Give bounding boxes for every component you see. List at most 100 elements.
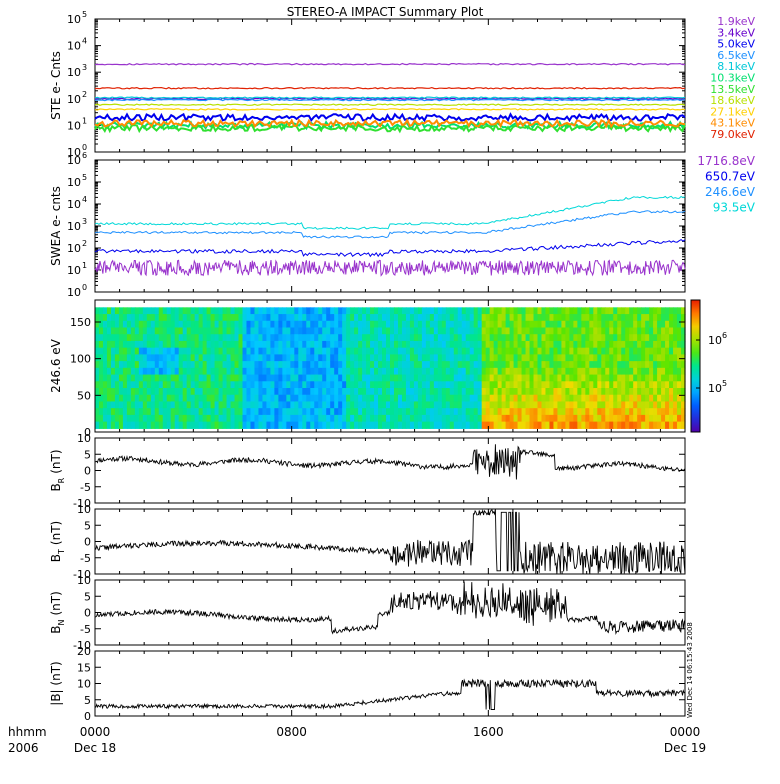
x-row-label-time: hhmm xyxy=(8,725,47,739)
ste-axis-tick-label: 10 xyxy=(67,93,81,106)
ste-series-line xyxy=(94,62,685,66)
ste-legend-entry: 18.6keV xyxy=(710,94,755,107)
br-axis-tick-label: 10 xyxy=(77,432,91,445)
swea-axis-tick-label: 10 xyxy=(67,242,81,255)
ste-axis-tick-label: 10 xyxy=(67,40,81,53)
swea-axis-tick-exponent: 5 xyxy=(82,173,87,182)
ste-axis-tick-exponent: 4 xyxy=(82,37,87,46)
swea-axis-tick-label: 10 xyxy=(67,286,81,299)
ste-axis-tick-exponent: 0 xyxy=(82,143,87,152)
x-tick-time: 0000 xyxy=(80,725,111,739)
ste-legend-entry: 8.1keV xyxy=(717,60,755,73)
pad-axis-tick-label: 100 xyxy=(70,353,91,366)
ste-legend-entry: 10.3keV xyxy=(710,72,755,85)
bt-axis-tick-label: 5 xyxy=(84,519,91,532)
pad-heatmap xyxy=(95,307,686,429)
bt-ylabel: BT (nT) xyxy=(49,521,66,562)
bn-axis-tick-label: 5 xyxy=(84,590,91,603)
ste-axis-tick-exponent: 3 xyxy=(82,63,87,72)
bn-axis-tick-label: -10 xyxy=(73,639,91,652)
ste-series-line xyxy=(95,86,686,90)
ste-ylabel: STE e- Cnts xyxy=(49,51,63,120)
ste-legend-entry: 6.5keV xyxy=(717,49,755,62)
x-tick-time: 0000 xyxy=(670,725,701,739)
bmag-ylabel-base: |B| (nT) xyxy=(49,661,63,705)
pad-axis-tick-label: 150 xyxy=(70,316,91,329)
x-row-label-year: 2006 xyxy=(8,741,39,755)
bn-ylabel-subscript: N xyxy=(57,620,66,626)
bn-axis-tick-label: -5 xyxy=(80,623,91,636)
ste-series-line xyxy=(94,112,686,123)
ste-legend-entry: 1.9keV xyxy=(717,15,755,28)
swea-axis-tick-exponent: 0 xyxy=(82,283,87,292)
ste-series-line xyxy=(94,98,685,102)
swea-axis-tick-label: 10 xyxy=(67,198,81,211)
bn-ylabel: BN (nT) xyxy=(49,591,66,634)
ste-legend-entry: 13.5keV xyxy=(710,83,755,96)
br-ylabel-unit: (nT) xyxy=(49,449,63,473)
bmag-axis-tick-label: 0 xyxy=(84,710,91,723)
x-tick-date: Dec 18 xyxy=(74,741,116,755)
bmag-ylabel: |B| (nT) xyxy=(49,661,63,705)
br-panel-frame xyxy=(94,437,686,504)
swea-axis-tick-exponent: 4 xyxy=(82,195,87,204)
colorbar-tick-exponent: 6 xyxy=(722,331,727,340)
colorbar-tick-label: 10 xyxy=(708,334,722,347)
bn-axis-tick-label: 0 xyxy=(84,607,91,620)
ste-series-line xyxy=(94,108,686,111)
bt-ylabel-subscript: T xyxy=(57,549,66,555)
swea-series-line xyxy=(94,195,686,230)
bt-axis-tick-label: 0 xyxy=(84,536,91,549)
ste-legend-entry: 3.4keV xyxy=(717,26,755,39)
swea-axis-tick-label: 10 xyxy=(67,220,81,233)
br-ylabel: BR (nT) xyxy=(49,449,66,491)
ste-axis-tick-exponent: 1 xyxy=(82,116,87,125)
bn-series-line xyxy=(94,581,686,635)
generation-timestamp: Wed Dec 14 06:15:43 2008 xyxy=(686,622,694,718)
ste-legend-entry: 27.1keV xyxy=(710,105,755,118)
bt-axis-tick-label: 10 xyxy=(77,503,91,516)
ste-legend-entry: 43.1keV xyxy=(710,117,755,130)
br-ylabel-subscript: R xyxy=(57,477,66,483)
plot-title: STEREO-A IMPACT Summary Plot xyxy=(287,5,484,19)
bn-ylabel-base: B xyxy=(49,626,63,634)
ste-axis-tick-label: 10 xyxy=(67,13,81,26)
ste-axis-tick-exponent: 2 xyxy=(82,90,87,99)
swea-axis-tick-label: 10 xyxy=(67,264,81,277)
br-axis-tick-label: 0 xyxy=(84,465,91,478)
ste-legend-entry: 79.0keV xyxy=(710,128,755,141)
bmag-axis-tick-label: 15 xyxy=(77,661,91,674)
ste-axis-tick-label: 10 xyxy=(67,119,81,132)
ste-axis-tick-exponent: 5 xyxy=(82,10,87,19)
swea-legend-entry: 93.5eV xyxy=(713,201,756,215)
swea-series-line xyxy=(94,259,686,277)
ste-series-line xyxy=(94,117,686,129)
bmag-series-line xyxy=(94,678,686,710)
swea-ylabel: SWEA e- cnts xyxy=(49,186,63,266)
ste-axis-tick-label: 10 xyxy=(67,146,81,159)
x-tick-date: Dec 19 xyxy=(664,741,706,755)
swea-axis-tick-exponent: 6 xyxy=(82,151,87,160)
ste-axis-tick-label: 10 xyxy=(67,66,81,79)
bt-axis-tick-label: -5 xyxy=(80,552,91,565)
ste-series-line xyxy=(94,103,686,107)
bmag-axis-tick-label: 20 xyxy=(77,645,91,658)
bmag-axis-tick-label: 5 xyxy=(84,694,91,707)
bmag-axis-tick-label: 10 xyxy=(77,678,91,691)
bt-axis-tick-label: -10 xyxy=(73,568,91,581)
bt-series-line xyxy=(94,508,686,575)
swea-panel-frame xyxy=(94,159,686,293)
bn-ylabel-unit: (nT) xyxy=(49,591,63,615)
colorbar xyxy=(690,299,701,433)
br-axis-tick-label: -5 xyxy=(80,481,91,494)
ste-series-line xyxy=(94,96,686,100)
br-series-line xyxy=(94,444,686,480)
colorbar-tick-exponent: 5 xyxy=(722,379,727,388)
pad-axis-tick-label: 50 xyxy=(77,389,91,402)
x-tick-time: 1600 xyxy=(473,725,504,739)
swea-legend-entry: 246.6eV xyxy=(705,185,756,199)
swea-series-line xyxy=(94,210,686,239)
br-ylabel-base: B xyxy=(49,483,63,491)
